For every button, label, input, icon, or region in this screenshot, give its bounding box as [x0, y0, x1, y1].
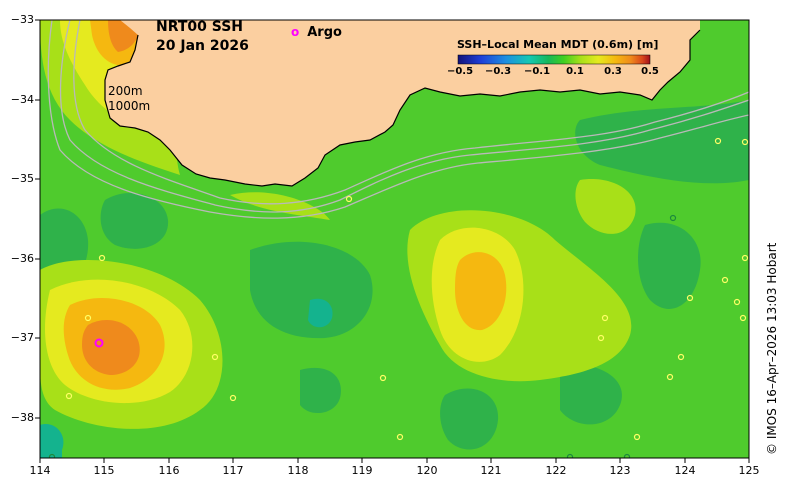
- plot-frame: [39, 19, 750, 459]
- x-tick-label: 122: [545, 464, 567, 477]
- argo-marker-icon: o: [291, 25, 300, 39]
- colorbar-tick: −0.1: [523, 66, 551, 77]
- coastline: [104, 29, 701, 187]
- x-tick-label: 121: [480, 464, 502, 477]
- y-tick-label: −36: [10, 252, 34, 265]
- x-tick-label: 124: [674, 464, 696, 477]
- map-title: NRT00 SSH 20 Jan 2026: [156, 18, 249, 56]
- y-tick-label: −37: [10, 331, 34, 344]
- argo-dots: [65, 137, 749, 441]
- imos-credit: © IMOS 16–Apr–2026 13:03 Hobart: [765, 242, 779, 455]
- depth-contour-labels: 200m 1000m: [108, 84, 150, 114]
- title-product: NRT00 SSH: [156, 19, 244, 35]
- argo-legend: o Argo: [291, 25, 342, 40]
- x-tick-label: 120: [416, 464, 438, 477]
- title-date: 20 Jan 2026: [156, 38, 249, 54]
- x-tick-label: 123: [609, 464, 631, 477]
- x-tick-label: 118: [287, 464, 309, 477]
- x-tick-label: 125: [738, 464, 760, 477]
- x-tick-label: 116: [158, 464, 180, 477]
- colorbar-tick: 0.3: [604, 66, 622, 77]
- ssh-low-patches: [40, 100, 749, 450]
- argo-dots-dark: [48, 214, 677, 458]
- colorbar: [457, 54, 651, 65]
- colorbar-tick: 0.5: [641, 66, 659, 77]
- colorbar-tick: −0.3: [484, 66, 512, 77]
- colorbar-tick: 0.1: [566, 66, 584, 77]
- y-tick-label: −34: [10, 93, 34, 106]
- x-tick-label: 115: [93, 464, 115, 477]
- x-tick-label: 117: [222, 464, 244, 477]
- colorbar-tick: −0.5: [446, 66, 474, 77]
- y-tick-label: −38: [10, 411, 34, 424]
- argo-legend-label: Argo: [307, 25, 342, 40]
- x-tick-label: 119: [351, 464, 373, 477]
- axis-ticks: [35, 19, 750, 463]
- argo-float-marker: [94, 338, 104, 348]
- y-tick-label: −33: [10, 13, 34, 26]
- depth-label-1000: 1000m: [108, 99, 151, 113]
- y-tick-label: −35: [10, 172, 34, 185]
- depth-label-200: 200m: [108, 84, 143, 98]
- x-tick-label: 114: [29, 464, 51, 477]
- colorbar-title: SSH–Local Mean MDT (0.6m) [m]: [457, 38, 659, 51]
- depth-contours: [47, 20, 749, 219]
